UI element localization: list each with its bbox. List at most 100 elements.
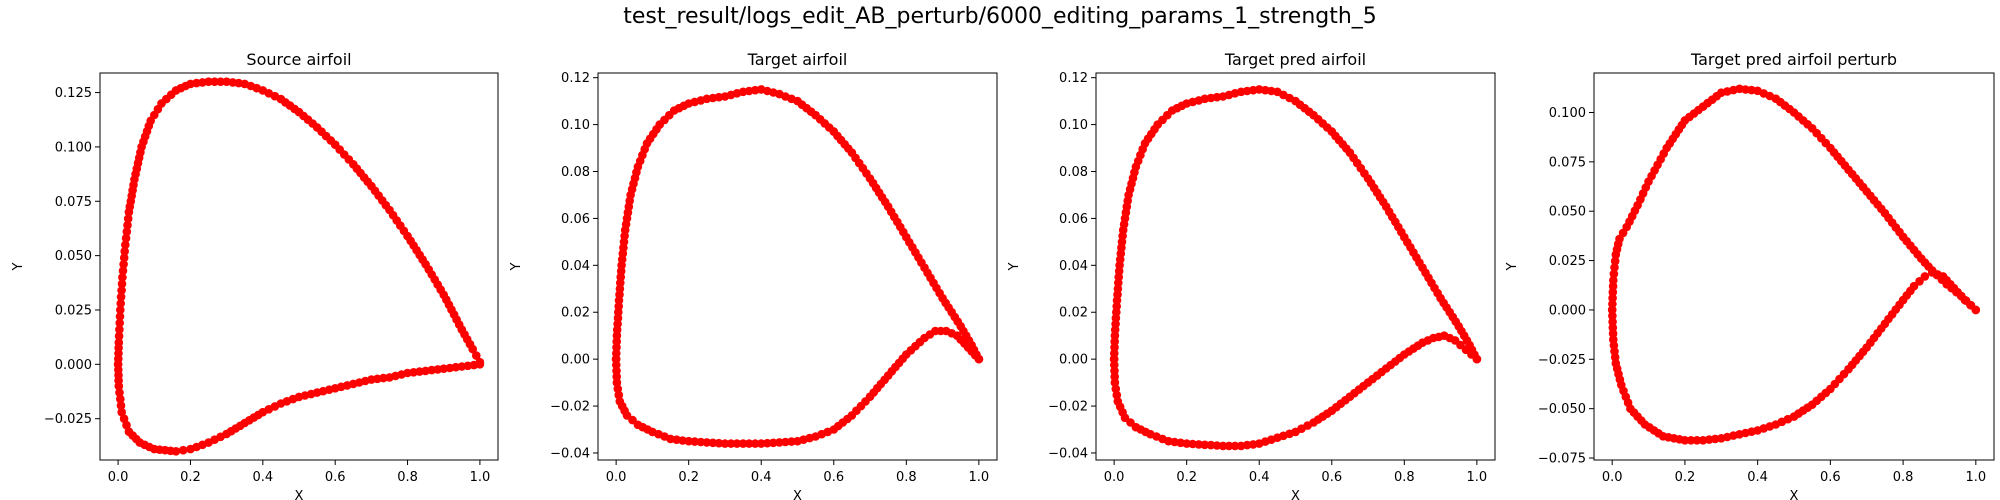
subplot-2: 0.0 0.2 0.4 0.6 0.8 1.0 −0.04 −0.02 0.00 0.02 0.04… [509,50,998,500]
x-tick-label: 0.2 [180,470,201,485]
data-point [714,438,724,448]
y-tick-label: 0.075 [1549,155,1586,170]
data-point [1610,256,1620,266]
subplot-title: Target airfoil [747,50,848,69]
x-tick-label: 0.4 [252,470,273,485]
data-point [117,279,127,289]
y-tick-label: 0.125 [55,86,92,101]
data-point [119,253,129,263]
data-point [1110,378,1120,387]
data-point [116,305,125,315]
subplot-4: 0.0 0.2 0.4 0.6 0.8 1.0 −0.075 −0.050 −0.025 0.00… [1505,50,1995,500]
data-point [756,439,766,448]
data-point [1218,441,1228,451]
data-point [781,437,790,447]
data-point [1230,441,1240,451]
x-axis-label: X [793,489,802,500]
data-point [472,351,481,360]
y-tick-label: −0.04 [550,446,590,461]
y-tick-label: 0.02 [1059,306,1088,321]
data-point [612,378,622,387]
y-axis-label: Y [11,262,26,271]
data-point [1960,295,1970,305]
y-tick-label: 0.08 [1059,165,1088,180]
data-point [115,312,125,321]
data-point [720,439,730,448]
data-point [121,240,130,250]
data-point [114,381,124,391]
x-tick-label: 0.6 [823,470,844,485]
x-tick-label: 0.0 [606,470,627,485]
data-point [744,439,754,448]
axes-frame [1095,72,1496,461]
data-point [123,214,133,223]
y-tick-label: 0.10 [561,118,590,133]
data-point [117,407,126,417]
x-tick-label: 0.8 [896,470,917,485]
data-point [974,354,984,364]
x-tick-label: 0.0 [108,470,129,485]
y-tick-label: −0.02 [550,400,590,415]
data-point [119,260,128,269]
data-point [1971,305,1981,315]
data-point [769,438,778,448]
axes-frame [1593,72,1995,461]
data-point [1212,441,1222,450]
data-point [738,439,748,448]
data-point [750,439,760,448]
y-tick-label: −0.025 [1538,353,1586,368]
data-points [1607,84,1981,445]
x-tick-label: 0.2 [1675,470,1696,485]
data-points [113,77,485,456]
data-point [475,360,485,369]
data-point [1609,276,1618,285]
data-point [178,445,188,455]
data-point [732,439,742,448]
data-point [1607,305,1617,315]
data-point [122,420,131,430]
data-point [1680,436,1690,445]
data-point [1472,354,1482,364]
data-point [116,292,126,302]
data-point [115,318,124,328]
data-point [614,390,624,400]
x-tick-label: 0.6 [325,470,346,485]
data-point [726,439,736,448]
y-tick-label: 0.025 [1549,254,1586,269]
y-tick-label: 0.025 [55,303,92,318]
data-point [118,273,127,282]
y-tick-label: 0.075 [55,195,92,210]
y-tick-label: 0.00 [561,353,590,368]
y-tick-label: 0.02 [561,306,590,321]
x-tick-label: 1.0 [470,470,491,485]
data-point [1112,390,1122,400]
y-tick-label: 0.00 [1059,353,1088,368]
data-point [204,77,213,86]
data-point [114,338,124,347]
x-axis-label: X [295,489,304,500]
axes-frame [99,72,499,461]
x-tick-label: 0.8 [1394,470,1415,485]
data-point [116,299,125,308]
x-tick-label: 0.8 [1893,470,1914,485]
y-tick-label: 0.050 [55,249,92,264]
y-tick-label: 0.000 [1549,303,1586,318]
data-point [468,344,478,354]
data-point [116,401,126,410]
data-point [1188,439,1197,449]
x-tick-label: 1.0 [1467,470,1488,485]
y-tick-label: −0.02 [1048,400,1088,415]
data-point [118,266,128,276]
x-tick-label: 0.6 [1321,470,1342,485]
data-point [1692,436,1702,445]
x-tick-label: 0.2 [678,470,699,485]
data-point [116,394,125,404]
data-point [210,77,219,86]
data-point [216,77,225,86]
subplot-title: Source airfoil [246,50,351,69]
y-tick-label: 0.06 [561,212,590,227]
data-point [1609,269,1619,279]
data-point [115,325,124,334]
data-point [1224,441,1234,451]
data-point [122,227,132,236]
